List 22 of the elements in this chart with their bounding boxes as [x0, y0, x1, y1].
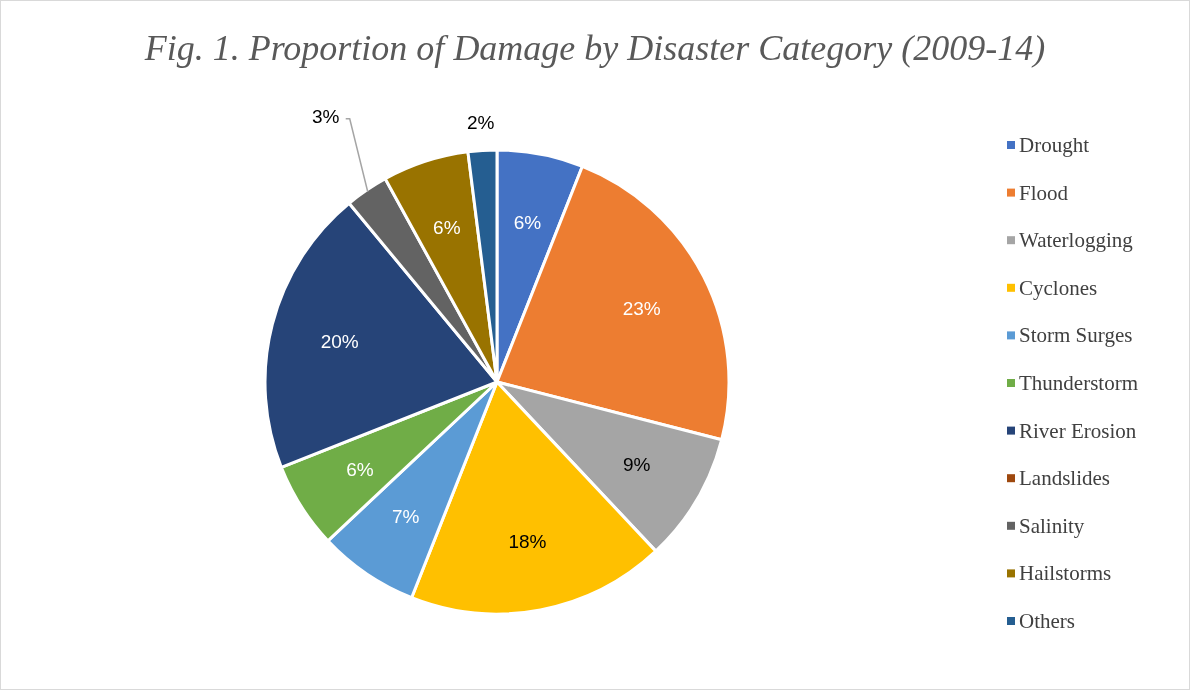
data-label: 6% [513, 211, 542, 233]
data-label: 6% [433, 217, 461, 239]
legend-label: Hailstorms [1019, 561, 1112, 586]
legend-label: Others [1019, 609, 1075, 633]
data-label: 18% [508, 531, 547, 553]
data-label: 3% [311, 106, 340, 128]
legend-label: Cyclones [1019, 275, 1098, 300]
legend-label: Flood [1019, 180, 1069, 205]
data-label: 6% [346, 458, 374, 480]
legend-label: Drought [1019, 133, 1090, 157]
data-label: 23% [622, 297, 661, 319]
legend-label: Storm Surges [1019, 323, 1133, 348]
legend-label: Salinity [1019, 513, 1085, 538]
data-label: 9% [623, 454, 651, 476]
legend-label: Waterlogging [1019, 228, 1134, 253]
data-label: 20% [320, 331, 359, 353]
legend-label: River Erosion [1019, 418, 1137, 443]
legend-label: Thunderstorm [1019, 371, 1138, 395]
data-label: 7% [391, 505, 420, 527]
legend-label: Landslides [1019, 466, 1110, 491]
data-label: 2% [466, 112, 495, 134]
chart-title: Fig. 1. Proportion of Damage by Disaster Category (2009-14) [143, 28, 1046, 68]
